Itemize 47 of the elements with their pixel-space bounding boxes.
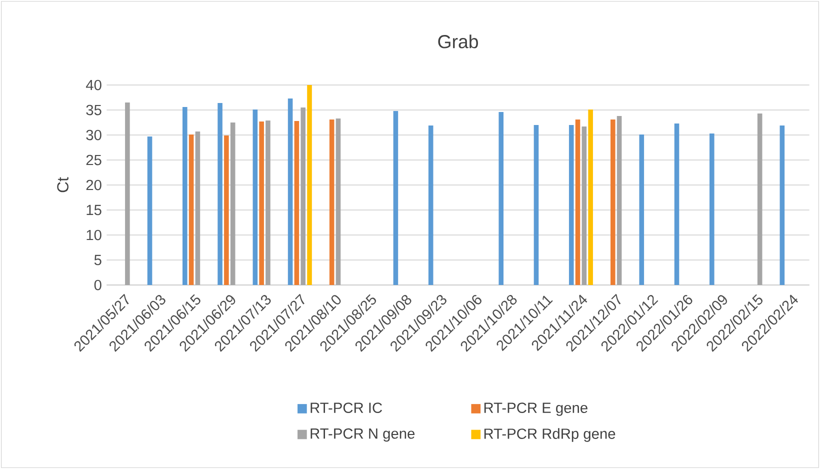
legend-label: RT-PCR RdRp gene <box>484 428 616 442</box>
bar <box>336 118 341 285</box>
bar <box>568 125 574 285</box>
bar <box>294 121 300 285</box>
bar <box>582 126 587 285</box>
bar <box>307 85 312 285</box>
y-axis-title: Ct <box>57 177 68 192</box>
y-tick-label: 20 <box>86 180 102 190</box>
bar <box>252 110 258 285</box>
bar <box>710 134 714 285</box>
bar <box>224 136 229 285</box>
bar <box>610 120 616 285</box>
legend-label: RT-PCR IC <box>310 402 382 413</box>
y-tick-label: 35 <box>86 104 102 116</box>
bar <box>639 134 644 285</box>
y-tick-label: 0 <box>94 280 102 290</box>
bar <box>125 102 130 285</box>
bar <box>188 134 194 285</box>
bar <box>575 120 580 285</box>
bar <box>498 112 504 285</box>
bar <box>534 125 539 285</box>
bar <box>182 107 188 285</box>
bar <box>259 122 264 285</box>
y-tick-label: 5 <box>94 254 102 266</box>
y-tick-label: 40 <box>86 80 102 90</box>
bar <box>230 122 236 285</box>
legend-label: RT-PCR N gene <box>310 428 415 442</box>
bar <box>266 120 270 285</box>
chart-title: Grab <box>438 34 478 48</box>
bar <box>428 126 434 285</box>
bar <box>300 108 306 285</box>
y-tick-label: 10 <box>86 230 102 240</box>
bar <box>588 110 593 285</box>
bar <box>218 103 222 285</box>
bar <box>616 116 622 285</box>
bar <box>147 136 152 285</box>
y-tick-label: 25 <box>86 154 102 166</box>
bar <box>780 126 785 285</box>
bar <box>757 114 762 285</box>
bar <box>195 132 200 285</box>
y-tick-label: 15 <box>86 204 102 216</box>
bar <box>674 124 680 285</box>
bar <box>288 98 293 285</box>
y-tick-label: 30 <box>86 130 102 140</box>
bar <box>393 111 398 285</box>
bar <box>329 120 334 285</box>
legend-label: RT-PCR E gene <box>484 402 588 416</box>
